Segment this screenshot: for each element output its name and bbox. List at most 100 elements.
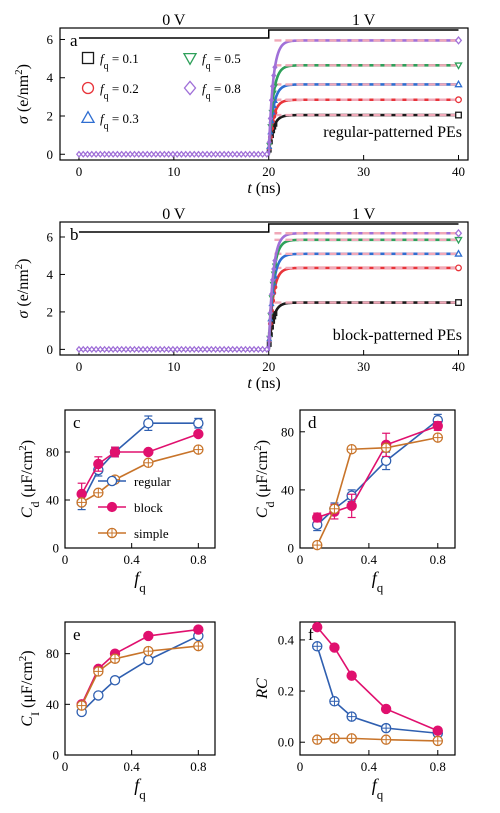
data-point	[432, 420, 443, 432]
baseline-marker	[178, 150, 185, 158]
panel-f: 0 0.4 0.8 0.0 0.2 0.4 f fq RC	[254, 621, 456, 802]
baseline-marker	[229, 150, 236, 158]
baseline-marker	[169, 150, 176, 158]
series-regular	[76, 630, 204, 718]
transition-marker	[272, 257, 278, 264]
y-tick-label: 0.4	[278, 632, 295, 647]
baseline-marker	[191, 150, 198, 158]
data-point	[329, 642, 340, 653]
x-tick-label: 30	[357, 359, 370, 374]
x-tick-label: 0	[62, 552, 69, 567]
x-tick-label: 0	[297, 759, 304, 774]
baseline-marker	[208, 150, 215, 158]
series-line	[316, 646, 438, 735]
voltage-label-0v: 0 V	[162, 12, 186, 29]
baseline-marker	[127, 345, 134, 354]
legend-item-regular: regular	[98, 474, 171, 489]
baseline-marker	[216, 150, 223, 158]
baseline-marker	[157, 150, 164, 158]
transition-marker	[271, 72, 277, 79]
baseline-marker	[259, 150, 266, 158]
baseline-markers	[75, 150, 270, 158]
y-tick-label: 40	[46, 697, 59, 712]
data-point	[193, 417, 204, 429]
baseline-marker	[148, 345, 155, 354]
transition-marker	[269, 83, 276, 90]
series-simple	[76, 640, 204, 711]
plot-frame	[59, 27, 469, 161]
data-point	[312, 512, 323, 523]
legend-marker	[81, 81, 95, 95]
panel-letter: c	[73, 413, 81, 432]
baseline-marker	[157, 345, 164, 354]
baseline-marker	[80, 345, 87, 354]
data-point	[109, 446, 121, 458]
y-tick-label: 6	[47, 32, 54, 47]
baseline-marker	[118, 150, 125, 158]
baseline-marker	[135, 345, 142, 354]
baseline-marker	[161, 345, 168, 354]
baseline-marker	[221, 345, 228, 354]
x-tick-label: 0.4	[361, 759, 378, 774]
baseline-marker	[221, 150, 228, 158]
voltage-label-1v: 1 V	[352, 12, 376, 29]
baseline-marker	[191, 345, 198, 354]
baseline-marker	[195, 345, 202, 354]
data-point	[193, 428, 204, 440]
panel-letter: f	[308, 625, 314, 644]
y-tick-label: 80	[46, 445, 59, 460]
x-tick-label: 20	[262, 359, 275, 374]
x-tick-label: 0.4	[124, 552, 141, 567]
legend-label: simple	[134, 526, 169, 541]
data-point	[346, 670, 357, 681]
plot-frame	[299, 409, 456, 549]
baseline-marker	[131, 150, 138, 158]
legend-c: regular block simple	[98, 474, 171, 541]
baseline-marker	[255, 150, 262, 158]
baseline-marker	[259, 345, 266, 354]
data-point	[143, 654, 154, 666]
y-tick-label: 40	[281, 482, 294, 497]
legend-item: fq = 0.2	[81, 81, 139, 102]
baseline-marker	[233, 345, 241, 354]
baseline-marker	[186, 150, 194, 158]
y-tick-label: 80	[281, 424, 294, 439]
baseline-marker	[84, 150, 91, 158]
y-tick-label: 0	[47, 147, 54, 162]
baseline-marker	[233, 150, 241, 158]
series-marker	[454, 79, 463, 88]
baseline-marker	[84, 345, 91, 354]
baseline-marker	[152, 150, 159, 158]
series-simple	[311, 432, 444, 551]
series-marker	[455, 299, 462, 306]
transition-marker	[267, 309, 274, 317]
y-tick-label: 4	[47, 267, 54, 282]
baseline-marker	[105, 345, 112, 354]
baseline-marker	[88, 150, 95, 158]
series-marker	[455, 264, 462, 272]
series-simple	[311, 733, 444, 747]
legend-label: fq = 0.2	[100, 81, 139, 102]
x-tick-label: 0.8	[430, 552, 446, 567]
series-line	[316, 436, 438, 546]
legend-item: fq = 0.5	[182, 51, 241, 72]
plot-frame	[64, 621, 216, 756]
panel-letter: a	[70, 31, 78, 50]
baseline-marker	[80, 150, 87, 158]
baseline-marker	[101, 345, 108, 354]
x-axis-label: t (ns)	[247, 180, 280, 197]
y-tick-label: 80	[46, 646, 59, 661]
baseline-marker	[165, 345, 172, 354]
plot-frame	[299, 621, 456, 756]
baseline-marker	[174, 345, 181, 354]
x-tick-label: 0.4	[124, 759, 141, 774]
series-marker	[454, 62, 463, 70]
legend-marker	[106, 501, 118, 513]
x-axis-label: t (ns)	[247, 375, 280, 392]
transition-marker	[267, 115, 274, 122]
baseline-marker	[199, 345, 206, 354]
series-marker	[454, 36, 463, 45]
baseline-marker	[152, 345, 159, 354]
data-point	[380, 703, 392, 715]
